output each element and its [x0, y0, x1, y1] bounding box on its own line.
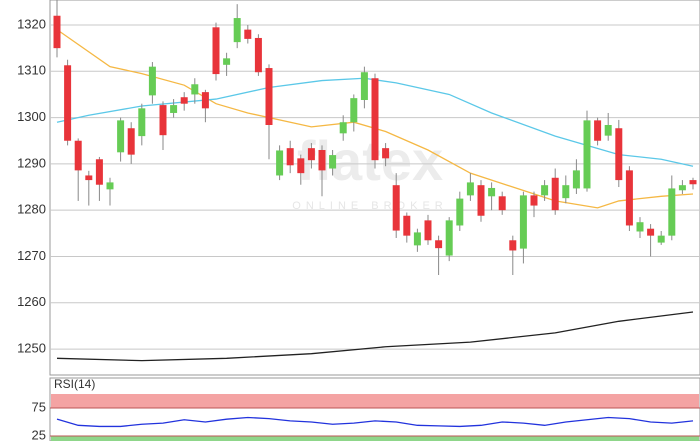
- candle-body: [562, 185, 570, 199]
- candle-body: [286, 148, 294, 166]
- candle-body: [254, 37, 262, 73]
- rsi-panel: [49, 377, 700, 441]
- candle-body: [191, 84, 199, 95]
- candle-body: [329, 155, 337, 169]
- candle-body: [689, 180, 697, 185]
- candle-body: [159, 105, 167, 136]
- candle-body: [625, 170, 633, 226]
- candle-body: [117, 120, 125, 153]
- candle-body: [530, 195, 538, 206]
- main-panel: [49, 0, 700, 376]
- y-tick-label: 75: [32, 399, 46, 414]
- y-tick-label: 1320: [17, 16, 46, 31]
- candle-body: [360, 72, 368, 100]
- candle-body: [615, 128, 623, 181]
- candle-body: [201, 92, 209, 109]
- candle-body: [85, 175, 93, 181]
- candle-body: [678, 185, 686, 191]
- candle-body: [233, 18, 241, 43]
- line: [56, 29, 694, 209]
- candle-body: [339, 122, 347, 134]
- candle-body: [350, 98, 358, 123]
- candle-body: [477, 185, 485, 216]
- candle-body: [64, 65, 72, 141]
- candle-body: [223, 58, 231, 65]
- candle-body: [541, 185, 549, 196]
- candle-body: [170, 105, 178, 113]
- candle-body: [403, 215, 411, 236]
- candle-body: [583, 120, 591, 189]
- candle-body: [265, 68, 273, 125]
- watermark-sub: ONLINE BROKER: [292, 200, 447, 212]
- candle-body: [445, 220, 453, 256]
- y-tick-label: 1300: [17, 109, 46, 124]
- candle-body: [435, 240, 443, 249]
- candle-body: [148, 66, 156, 96]
- candle-body: [413, 232, 421, 246]
- line: [56, 311, 694, 362]
- candle-body: [456, 198, 464, 226]
- line: [56, 416, 694, 428]
- candle-body: [594, 120, 602, 141]
- candle-body: [498, 196, 506, 211]
- candle-body: [180, 97, 188, 104]
- y-tick-label: 1310: [17, 63, 46, 78]
- candle-body: [74, 140, 82, 171]
- candle-body: [307, 148, 315, 161]
- candle-body: [604, 125, 612, 136]
- candle-body: [636, 222, 644, 232]
- candle-body: [212, 27, 220, 75]
- overbought-band: [51, 394, 699, 408]
- candle-body: [392, 185, 400, 231]
- candle-body: [244, 29, 252, 39]
- y-tick-label: 1270: [17, 248, 46, 263]
- candle-body: [138, 108, 146, 137]
- line: [56, 77, 694, 167]
- candle-body: [488, 187, 496, 197]
- y-tick-label: 1290: [17, 155, 46, 170]
- y-tick-label: 1250: [17, 341, 46, 356]
- candle-body: [297, 158, 305, 174]
- candle-body: [572, 170, 580, 189]
- candle-body: [551, 177, 559, 211]
- candle-body: [466, 182, 474, 196]
- candle-body: [519, 195, 527, 249]
- y-tick-label: 25: [32, 427, 46, 441]
- candle-body: [647, 228, 655, 236]
- candle-body: [424, 220, 432, 241]
- candle-body: [657, 235, 665, 243]
- y-tick-label: 1260: [17, 294, 46, 309]
- candle-body: [53, 15, 61, 49]
- rsi-title: RSI(14): [54, 377, 95, 391]
- oversold-band: [51, 435, 699, 441]
- candle-body: [106, 182, 114, 190]
- candle-body: [668, 188, 676, 236]
- y-tick-label: 1280: [17, 202, 46, 217]
- candle-body: [509, 240, 517, 251]
- candle-body: [95, 159, 103, 185]
- candle-body: [127, 128, 135, 155]
- candle-body: [371, 78, 379, 161]
- candle-body: [276, 150, 284, 176]
- candle-body: [318, 150, 326, 171]
- candle-body: [382, 148, 390, 159]
